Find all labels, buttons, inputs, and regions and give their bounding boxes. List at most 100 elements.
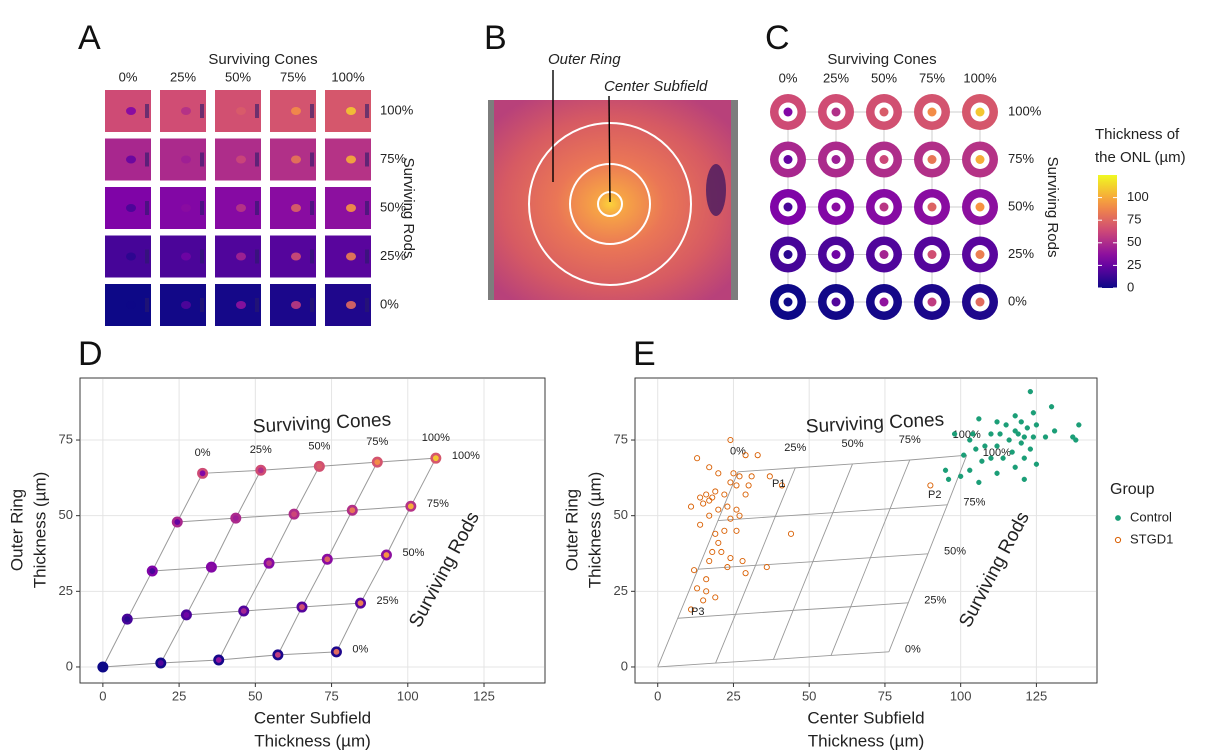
x-tick-label: 0%	[779, 70, 798, 85]
rod-label: 75%	[963, 497, 985, 509]
optic-disc	[145, 298, 149, 312]
optic-disc	[365, 298, 369, 312]
center-subfield	[879, 250, 889, 259]
data-point	[727, 436, 734, 444]
data-point	[718, 548, 725, 556]
y-axis-title: Surviving Rods	[1044, 157, 1061, 258]
data-point	[1076, 422, 1082, 428]
cone-label: 0%	[195, 447, 211, 459]
y-tick-label: 25	[614, 583, 628, 598]
data-point	[1030, 410, 1037, 416]
data-point	[787, 530, 795, 537]
data-point	[742, 491, 749, 498]
data-point	[727, 554, 734, 562]
rod-label: 100%	[983, 447, 1011, 459]
center-subfield	[783, 250, 793, 259]
data-point	[706, 464, 713, 471]
center-subfield	[783, 155, 793, 164]
center-subfield	[831, 202, 841, 212]
optic-disc	[255, 298, 259, 312]
data-point	[706, 497, 713, 504]
model-point	[380, 549, 392, 561]
x-tick-label: 50	[248, 688, 262, 703]
cone-label: 100%	[422, 432, 450, 444]
data-point	[1027, 388, 1034, 395]
tile-center	[181, 155, 191, 164]
model-point	[205, 561, 217, 573]
legend-label: Control	[1130, 509, 1172, 524]
y-axis-title: Surviving Rods	[400, 158, 417, 259]
data-point	[715, 539, 722, 546]
x-tick-label: 100	[397, 688, 419, 703]
panel-letter: E	[633, 335, 656, 373]
data-point	[736, 512, 743, 519]
tile-center	[236, 107, 246, 115]
model-point	[430, 452, 442, 464]
tile-center	[346, 155, 356, 164]
model-point	[296, 601, 308, 613]
y-axis-title: Outer Ring	[562, 489, 581, 571]
model-point	[371, 456, 383, 468]
y-tick-label: 0%	[1008, 293, 1027, 308]
data-point	[967, 467, 973, 473]
data-point	[721, 491, 728, 498]
data-point	[687, 503, 695, 510]
y-tick-label: 0	[66, 658, 73, 673]
data-point	[942, 467, 949, 473]
y-tick-label: 100%	[380, 102, 414, 117]
y-tick-label: 75	[59, 431, 73, 446]
x-tick-label: 100	[950, 688, 972, 703]
model-point	[272, 649, 284, 661]
tile-center	[236, 155, 246, 164]
x-tick-label: 100%	[331, 69, 365, 84]
model-line	[657, 471, 739, 668]
data-point	[1027, 446, 1034, 452]
data-point	[724, 503, 731, 510]
tile-center	[346, 204, 356, 212]
data-point	[754, 452, 761, 459]
rod-label: 0%	[905, 644, 921, 656]
model-point	[230, 512, 242, 524]
data-point	[736, 473, 743, 480]
data-point	[694, 585, 701, 592]
center-subfield	[927, 202, 937, 212]
data-point	[979, 458, 985, 464]
tile-center	[181, 252, 191, 261]
data-point	[697, 521, 704, 528]
model-line	[830, 459, 911, 656]
model-point	[155, 657, 167, 669]
tile-center	[291, 107, 301, 115]
optic-disc	[200, 201, 204, 215]
x-tick-label: 75	[324, 688, 338, 703]
data-point	[951, 431, 958, 437]
tile-center	[236, 301, 246, 309]
center-subfield	[975, 297, 985, 307]
center-subfield	[975, 250, 985, 259]
data-point	[1021, 434, 1027, 440]
tile-center	[291, 301, 301, 309]
data-point	[706, 512, 713, 519]
x-tick-label: 25%	[823, 70, 849, 85]
rod-label: 25%	[377, 595, 399, 607]
data-point	[973, 446, 979, 452]
point-label: P1	[772, 478, 785, 490]
tile-center	[126, 155, 136, 164]
data-point	[742, 452, 749, 459]
data-point	[1018, 419, 1024, 425]
x-tick-label: 50%	[225, 69, 251, 84]
cone-label: 75%	[366, 436, 388, 448]
plot-area	[634, 377, 1098, 684]
model-line	[773, 463, 853, 660]
tile-center	[181, 107, 191, 115]
data-point	[709, 548, 716, 556]
model-point	[97, 661, 109, 673]
optic-disc	[255, 152, 259, 167]
data-point	[712, 594, 719, 601]
model-point	[238, 605, 250, 617]
data-point	[703, 491, 710, 498]
colorbar-tick-label: 0	[1127, 279, 1134, 294]
retina-map	[488, 70, 738, 300]
data-point	[706, 558, 713, 565]
optic-disc	[255, 249, 259, 264]
y-tick-label: 100%	[1008, 103, 1042, 118]
